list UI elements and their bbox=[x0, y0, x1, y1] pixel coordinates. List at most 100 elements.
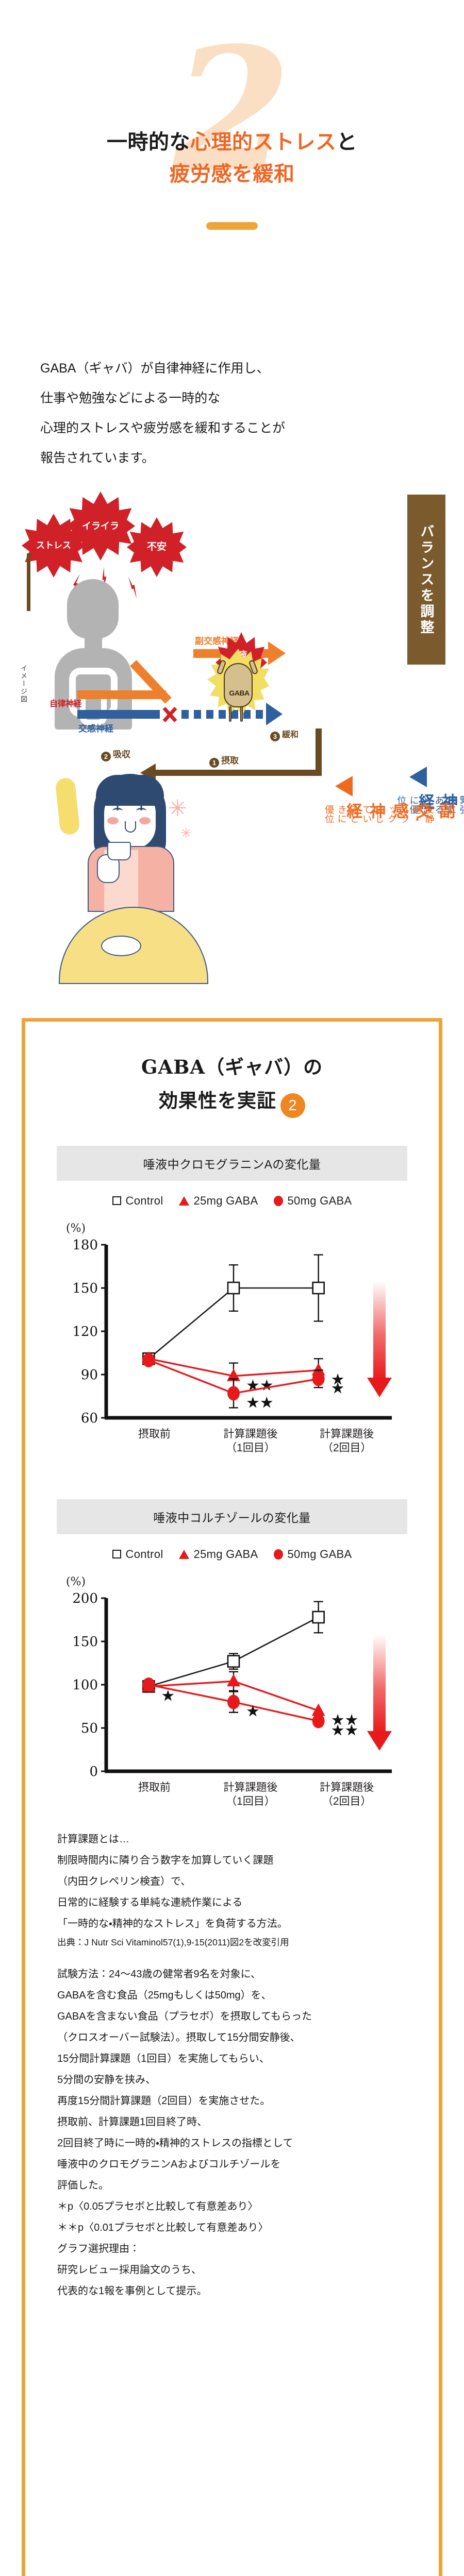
hero-section: 2 一時的な心理的ストレスと 疲労感を緩和 bbox=[0, 0, 464, 309]
triangle-marker-icon bbox=[178, 1549, 189, 1559]
title-suffix: と bbox=[336, 131, 357, 154]
x-label-main: 摂取前 bbox=[138, 1781, 171, 1793]
legend-item-control: Control bbox=[112, 1548, 163, 1561]
teacup-icon bbox=[107, 842, 131, 860]
sympathetic-arrow-icon bbox=[266, 703, 283, 725]
gaba-pole bbox=[27, 553, 30, 611]
sympathetic-bar bbox=[77, 710, 160, 719]
svg-text:150: 150 bbox=[72, 1281, 98, 1296]
autonomic-nerve-diagram: ストレス イライラ 不安 イメージ図 副交感神経 交感神経 自律神経 疲労感 G… bbox=[0, 485, 464, 782]
legend-item-gaba50: 50mg GABA bbox=[273, 1547, 352, 1561]
chart-2-legend: Control 25mg GABA 50mg GABA bbox=[57, 1548, 407, 1561]
woman-cheek-right bbox=[139, 817, 151, 824]
legend-item-gaba25: 25mg GABA bbox=[178, 1194, 258, 1208]
gaba-leg-left bbox=[229, 706, 231, 722]
method-line-7: 再度15分間計算課題（2回目）を実施させた。 bbox=[57, 2095, 271, 2107]
svg-text:150: 150 bbox=[72, 1634, 98, 1650]
source-citation: 出典：J Nutr Sci Vitaminol57(1),9-15(2011)図… bbox=[57, 1937, 289, 1947]
step-3-number: 3 bbox=[270, 732, 280, 741]
svg-text:120: 120 bbox=[72, 1324, 98, 1340]
svg-text:180: 180 bbox=[72, 1238, 98, 1253]
title-line2: 疲労感を緩和 bbox=[169, 163, 295, 185]
title-divider bbox=[206, 222, 258, 230]
legend-item-gaba50: 50mg GABA bbox=[273, 1194, 352, 1208]
chart-1-title: 唾液中クロモグラニンAの変化量 bbox=[57, 1145, 407, 1181]
svg-text:★: ★ bbox=[331, 1379, 345, 1397]
table-shape bbox=[59, 907, 208, 984]
svg-text:100: 100 bbox=[72, 1677, 98, 1693]
lead-paragraph: GABA（ギャバ）が自律神経に作用し、 仕事や勉強などによる一時的な 心理的スト… bbox=[40, 353, 432, 473]
x-label-main: 計算課題後 bbox=[320, 1428, 374, 1440]
square-marker-icon bbox=[112, 1196, 121, 1206]
reason-line-2: 代表的な1報を事例として提示。 bbox=[57, 2285, 207, 2297]
triangle-marker-icon bbox=[178, 1196, 189, 1206]
woman-hand bbox=[97, 854, 120, 883]
woman-cheek-left bbox=[107, 817, 119, 824]
cross-mark-icon bbox=[161, 706, 178, 723]
svg-text:★★: ★★ bbox=[331, 1711, 359, 1729]
step-1-number: 1 bbox=[209, 758, 219, 768]
svg-text:★★: ★★ bbox=[246, 1377, 274, 1395]
chart-2-plot: (%) 0 50 100 150 200 ★ ★★ ★ ★★ 摂取前 計算課題後 （1回目） 計算… bbox=[57, 1575, 407, 1808]
title-highlight: 心理的ストレス bbox=[190, 131, 337, 154]
autonomic-nerve-label: 自律神経 bbox=[49, 700, 82, 708]
nerve-comparison-illustration: ✳ ✳ 交感神経 活動時、興奮・緊張状にあるときに優位 副交感神経 安静時・リラ… bbox=[0, 758, 464, 1001]
legend-item-control: Control bbox=[112, 1194, 163, 1208]
sparkle-icon: ✳ bbox=[168, 796, 187, 821]
task-line-1: 制限時間内に隣り合う数字を加算していく課題 bbox=[57, 1854, 274, 1866]
legend-label-gaba50: 50mg GABA bbox=[287, 1194, 352, 1207]
chart-2-title: 唾液中コルチゾールの変化量 bbox=[57, 1499, 407, 1534]
step-3-label: 緩和 bbox=[282, 731, 299, 739]
chart-1-plot: (%) 60 90 120 150 180 ★★ ★ ★★ ★ 摂取前 計算課題後 （1回目） 計… bbox=[57, 1222, 407, 1455]
lead-line-4: 報告されています。 bbox=[40, 451, 155, 465]
svg-text:60: 60 bbox=[81, 1411, 98, 1426]
x-label: 摂取前 bbox=[106, 1781, 203, 1809]
x-label-main: 計算課題後 bbox=[223, 1428, 278, 1440]
legend-label-control: Control bbox=[125, 1194, 163, 1207]
circle-marker-icon bbox=[273, 1195, 283, 1206]
evidence-card: GABA（ギャバ）の 効果性を実証 2 唾液中クロモグラニンAの変化量 Contr… bbox=[22, 1018, 442, 2576]
x-label-main: 計算課題後 bbox=[320, 1781, 374, 1793]
chart-2-y-unit: (%) bbox=[66, 1575, 86, 1588]
chart-1-x-labels: 摂取前 計算課題後 （1回目） 計算課題後 （2回目） bbox=[106, 1427, 395, 1455]
method-line-3: GABAを含まない食品（プラセボ）を摂取してもらった bbox=[57, 2010, 312, 2022]
woman-mouth bbox=[125, 821, 136, 833]
method-line-5: 15分間計算課題（1回目）を実施してもらい、 bbox=[57, 2053, 270, 2064]
spacer bbox=[57, 1950, 407, 1964]
reason-heading: グラフ選択理由： bbox=[57, 2243, 140, 2255]
reason-line-1: 研究レビュー採用論文のうち、 bbox=[57, 2264, 202, 2276]
method-line-11: 評価した。 bbox=[57, 2179, 109, 2191]
parasympathetic-description: 安静時・リラックスしているときに優位 bbox=[324, 805, 435, 823]
method-line-1: 試験方法：24〜43歳の健常者9名を対象に、 bbox=[57, 1968, 261, 1980]
legend-label-control: Control bbox=[125, 1547, 163, 1561]
chart-chromogranin-a: 唾液中クロモグラニンAの変化量 Control 25mg GABA 50mg G… bbox=[57, 1145, 407, 1455]
image-note-label: イメージ図 bbox=[20, 665, 27, 703]
step-2-number: 2 bbox=[101, 752, 111, 761]
x-label-sub: （1回目） bbox=[226, 1442, 275, 1454]
card-title: GABA（ギャバ）の 効果性を実証 2 bbox=[25, 1050, 439, 1118]
plate-icon bbox=[101, 936, 141, 956]
balance-panel: バランスを調整 bbox=[407, 495, 445, 665]
x-label: 計算課題後 （1回目） bbox=[203, 1781, 299, 1809]
lead-line-3: 心理的ストレスや疲労感を緩和することが bbox=[40, 421, 286, 435]
parasympathetic-title: 副交感神経 bbox=[344, 803, 455, 819]
sympathetic-label: 交感神経 bbox=[78, 724, 113, 734]
x-label-main: 計算課題後 bbox=[223, 1781, 278, 1793]
card-title-line1: GABA（ギャバ）の bbox=[141, 1056, 323, 1078]
gaba-leg-right bbox=[240, 706, 243, 722]
legend-label-gaba50: 50mg GABA bbox=[287, 1547, 352, 1561]
chart-1-y-unit: (%) bbox=[66, 1222, 86, 1235]
card-badge: 2 bbox=[280, 1093, 305, 1118]
x-label-sub: （2回目） bbox=[322, 1795, 372, 1808]
lead-line-1: GABA（ギャバ）が自律神経に作用し、 bbox=[40, 361, 270, 376]
svg-text:★★: ★★ bbox=[331, 1721, 359, 1739]
ghost-number-2: 2 bbox=[173, 10, 291, 210]
task-line-2: （内田クレペリン検査）で、 bbox=[57, 1875, 191, 1887]
relaxing-woman-illustration: ✳ ✳ bbox=[40, 770, 231, 986]
step-2-label: 吸収 bbox=[113, 750, 130, 759]
x-label: 計算課題後 （1回目） bbox=[203, 1427, 299, 1455]
chart-1-legend: Control 25mg GABA 50mg GABA bbox=[57, 1194, 407, 1208]
gaba-mascot-label: GABA bbox=[229, 689, 250, 697]
x-label: 摂取前 bbox=[106, 1427, 203, 1455]
